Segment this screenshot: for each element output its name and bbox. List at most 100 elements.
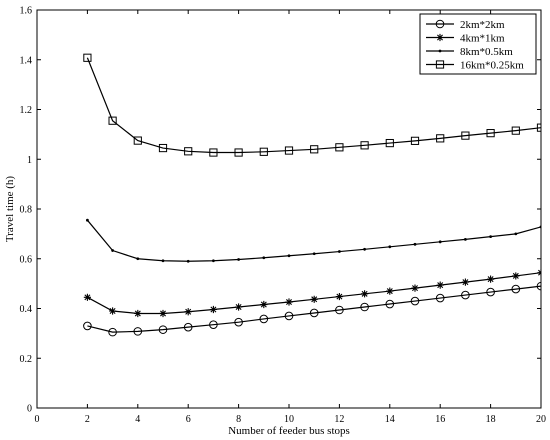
data-point [212, 259, 215, 263]
data-point [536, 123, 541, 132]
y-tick-label: 0.6 [20, 254, 33, 265]
data-point [111, 249, 114, 252]
data-point [511, 284, 521, 294]
data-point [237, 258, 241, 261]
data-point [259, 147, 268, 156]
data-point [159, 309, 167, 318]
x-tick-label: 18 [486, 414, 496, 425]
data-point [184, 308, 192, 316]
data-point [183, 322, 193, 332]
data-point [361, 290, 369, 298]
data-point [133, 327, 143, 336]
x-tick-label: 8 [236, 414, 241, 425]
x-tick-label: 4 [135, 414, 140, 425]
data-point [487, 275, 495, 283]
y-axis-label: Travel time (h) [4, 176, 16, 243]
data-point [537, 269, 541, 277]
legend-label: 16km*0.25km [460, 60, 524, 72]
legend-item: 2km*2km [426, 19, 505, 31]
data-point [360, 141, 369, 150]
data-point [486, 129, 495, 138]
data-point [259, 314, 269, 324]
data-point [461, 290, 470, 300]
data-point [134, 309, 142, 318]
series-3 [83, 53, 541, 157]
data-point [436, 281, 444, 289]
x-tick-label: 20 [536, 414, 546, 425]
data-point [385, 138, 394, 148]
data-point [410, 136, 420, 145]
data-point [109, 307, 117, 315]
data-point [158, 143, 168, 153]
data-point [209, 320, 218, 329]
data-point [287, 254, 291, 258]
series-0 [83, 281, 541, 337]
data-point [83, 53, 92, 62]
data-point [489, 235, 492, 239]
series-layer [83, 53, 541, 337]
x-tick-label: 10 [284, 414, 294, 425]
data-point [136, 257, 140, 261]
data-point [385, 299, 395, 309]
data-point [335, 292, 343, 301]
data-point [338, 250, 341, 253]
series-1 [83, 269, 541, 318]
data-point [260, 300, 268, 309]
data-point [234, 317, 243, 327]
data-point [486, 287, 495, 297]
legend-item: 16km*0.25km [426, 60, 524, 72]
x-tick-label: 14 [385, 414, 395, 425]
data-point [309, 308, 319, 318]
legend-label: 4km*1km [460, 33, 505, 45]
data-point [209, 148, 218, 157]
data-point [410, 296, 420, 306]
x-tick-label: 0 [35, 414, 40, 425]
data-point [514, 232, 518, 236]
legend-marker [435, 60, 445, 69]
y-tick-label: 0.8 [20, 205, 33, 216]
data-point [536, 281, 541, 291]
legend-item: 8km*0.5km [426, 46, 513, 58]
data-point [413, 242, 417, 246]
series-2 [86, 218, 541, 263]
series-line [86, 57, 541, 154]
data-point [461, 278, 469, 286]
y-tick-label: 1.4 [20, 55, 33, 66]
data-point [184, 147, 193, 156]
data-point [284, 311, 294, 321]
data-point [310, 295, 318, 303]
y-tick-label: 0 [27, 404, 32, 415]
data-point [262, 256, 266, 260]
y-tick-label: 1.6 [20, 6, 33, 17]
data-point [360, 302, 369, 312]
legend-label: 8km*0.5km [460, 46, 513, 58]
data-point [312, 252, 316, 256]
data-point [511, 126, 520, 135]
y-tick-label: 0.4 [20, 304, 33, 315]
ticks-layer: 0 2 4 6 8 10 12 14 16 18 20 0 0.2 0.4 0.6 0.8 1 1.2 1.4 1.6 [20, 6, 547, 426]
data-point [512, 272, 520, 280]
data-point [436, 134, 445, 143]
data-point [186, 259, 190, 263]
data-point [284, 146, 294, 155]
data-point [363, 247, 366, 251]
y-tick-label: 1 [27, 155, 32, 166]
series-line [87, 285, 541, 333]
data-point [83, 321, 92, 331]
legend-item: 4km*1km [426, 33, 505, 45]
x-tick-label: 2 [85, 414, 90, 425]
legend-marker [435, 19, 445, 29]
data-point [310, 145, 319, 154]
legend-label: 2km*2km [460, 19, 505, 31]
data-point [83, 293, 91, 301]
y-tick-label: 1.2 [20, 105, 33, 116]
data-point [539, 225, 541, 229]
data-point [335, 143, 344, 152]
data-point [209, 305, 217, 314]
data-point [388, 245, 392, 249]
data-point [438, 240, 442, 244]
data-point [435, 293, 445, 303]
data-point [235, 303, 243, 311]
